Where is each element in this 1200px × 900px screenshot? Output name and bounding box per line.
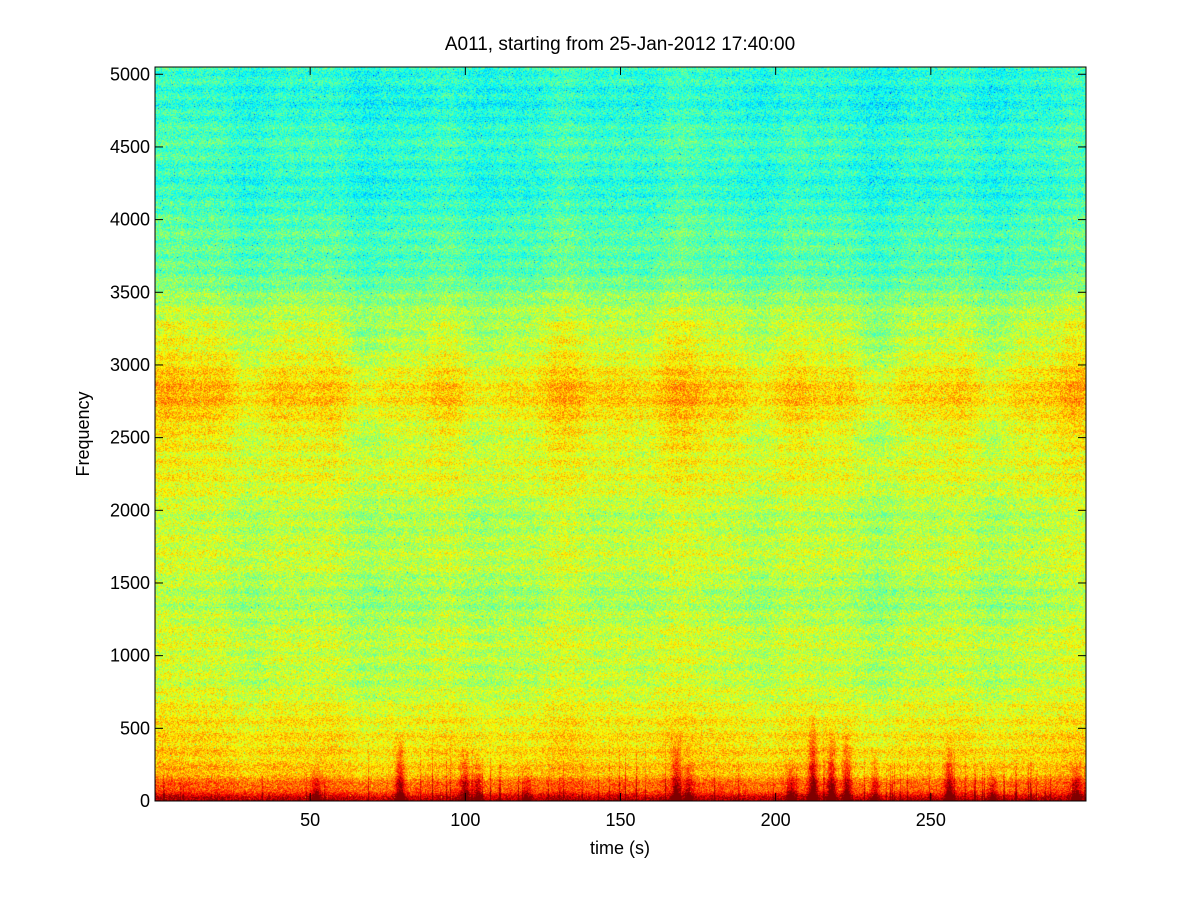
spectrogram-image-area xyxy=(155,67,1086,801)
y-tick-label: 4000 xyxy=(110,210,150,230)
y-tick-label: 2500 xyxy=(110,428,150,448)
y-tick-label: 4500 xyxy=(110,137,150,157)
x-tick-label: 200 xyxy=(761,810,791,830)
y-tick-label: 3500 xyxy=(110,282,150,302)
x-tick-label: 250 xyxy=(916,810,946,830)
y-axis-label: Frequency xyxy=(73,391,93,476)
y-tick-label: 1000 xyxy=(110,646,150,666)
spectrogram-heatmap xyxy=(155,67,1086,801)
y-tick-label: 2000 xyxy=(110,500,150,520)
y-tick-label: 500 xyxy=(120,718,150,738)
y-tick-label: 5000 xyxy=(110,64,150,84)
x-axis-ticks: 50 100 150 200 250 xyxy=(300,67,946,830)
x-tick-label: 150 xyxy=(605,810,635,830)
plot-title: A011, starting from 25-Jan-2012 17:40:00 xyxy=(445,34,795,55)
x-tick-label: 100 xyxy=(450,810,480,830)
y-axis-ticks: 0 500 1000 1500 2000 2500 3000 3500 4000 4500 5000 xyxy=(110,64,1086,811)
y-tick-label: 0 xyxy=(140,791,150,811)
x-tick-label: 50 xyxy=(300,810,320,830)
y-tick-label: 3000 xyxy=(110,355,150,375)
x-axis-label: time (s) xyxy=(590,838,650,858)
y-tick-label: 1500 xyxy=(110,573,150,593)
